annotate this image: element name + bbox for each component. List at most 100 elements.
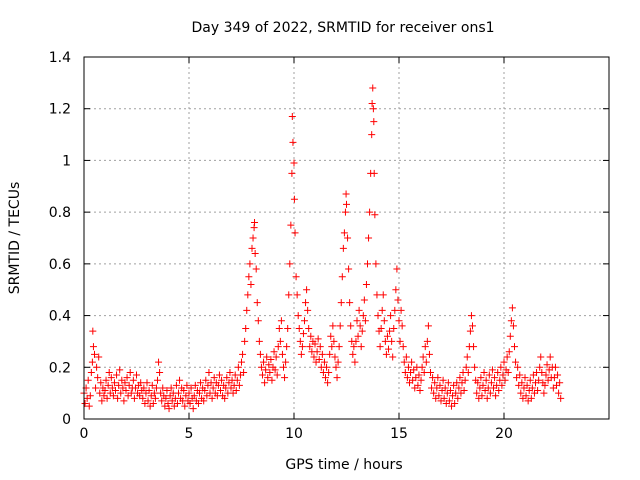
data-point-marker — [461, 376, 469, 384]
data-point-marker — [256, 350, 264, 358]
data-point-marker — [444, 379, 452, 387]
data-point-marker — [280, 363, 287, 371]
data-point-marker — [241, 337, 249, 345]
data-point-marker — [299, 330, 307, 338]
data-point-marker — [480, 368, 488, 376]
data-point-marker — [385, 345, 392, 353]
data-point-marker — [546, 353, 554, 361]
data-point-marker — [473, 389, 481, 397]
data-point-marker — [245, 273, 253, 281]
data-point-marker — [87, 368, 95, 376]
data-point-marker — [505, 348, 513, 356]
data-point-marker — [158, 397, 166, 405]
data-point-marker — [191, 381, 199, 389]
data-point-marker — [89, 327, 97, 335]
data-point-marker — [218, 376, 226, 384]
data-point-marker — [439, 376, 447, 384]
data-point-marker — [497, 363, 505, 371]
data-point-marker — [148, 381, 156, 389]
data-point-marker — [318, 350, 326, 358]
data-point-marker — [152, 384, 160, 392]
y-tick-label: 0.2 — [49, 360, 71, 376]
data-point-marker — [189, 405, 197, 413]
data-point-marker — [351, 358, 359, 366]
data-point-marker — [181, 402, 189, 410]
data-point-marker — [113, 371, 121, 379]
data-point-marker — [150, 389, 158, 397]
data-point-marker — [508, 304, 516, 312]
data-point-marker — [251, 250, 259, 258]
data-point-marker — [341, 208, 349, 216]
data-point-marker — [288, 169, 296, 177]
data-point-marker — [424, 322, 432, 330]
data-point-marker — [397, 306, 405, 314]
axis-ticks: 0 5 10 15 20 0 0.2 0.4 0.6 0.8 1 1.2 1.4 — [49, 50, 609, 442]
data-point-marker — [302, 299, 310, 307]
data-point-marker — [492, 392, 500, 400]
data-point-marker — [155, 358, 163, 366]
data-point-marker — [387, 312, 395, 320]
data-point-marker — [356, 322, 364, 330]
data-point-marker — [396, 337, 404, 345]
data-point-marker — [208, 394, 216, 402]
data-point-marker — [235, 381, 243, 389]
data-point-marker — [140, 384, 148, 392]
data-point-marker — [190, 392, 198, 400]
data-point-marker — [340, 229, 348, 237]
data-point-marker — [339, 244, 347, 252]
data-point-marker — [201, 387, 209, 395]
data-point-marker — [526, 376, 534, 384]
data-point-marker — [167, 384, 175, 392]
data-point-marker — [446, 387, 454, 395]
data-point-marker — [144, 397, 152, 405]
data-point-marker — [162, 394, 170, 402]
data-point-marker — [240, 368, 248, 376]
y-axis-label: SRMTID / TECUs — [7, 182, 23, 295]
data-point-marker — [285, 291, 293, 299]
data-point-marker — [159, 384, 167, 392]
data-point-marker — [501, 376, 509, 384]
data-point-marker — [462, 363, 470, 371]
data-point-marker — [358, 327, 366, 335]
data-point-marker — [399, 343, 407, 351]
data-point-marker — [156, 368, 164, 376]
x-tick-label: 0 — [80, 426, 89, 442]
data-point-marker — [95, 353, 103, 361]
data-point-marker — [383, 332, 391, 340]
data-point-marker — [528, 384, 536, 392]
data-point-marker — [478, 392, 486, 400]
data-point-marker — [500, 358, 508, 366]
data-point-marker — [390, 325, 398, 332]
data-point-marker — [456, 374, 464, 382]
data-point-marker — [518, 379, 526, 387]
data-point-marker — [435, 392, 443, 400]
data-point-marker — [247, 281, 255, 289]
data-point-marker — [149, 399, 157, 407]
data-point-marker — [127, 389, 135, 397]
data-point-marker — [287, 221, 295, 229]
data-point-marker — [202, 376, 210, 384]
data-point-marker — [479, 381, 487, 389]
data-point-marker — [268, 376, 276, 384]
data-point-marker — [277, 317, 285, 325]
data-point-marker — [371, 211, 379, 219]
data-point-marker — [372, 260, 380, 268]
data-point-marker — [314, 335, 322, 343]
data-point-marker — [139, 394, 147, 402]
data-point-marker — [103, 394, 111, 402]
data-point-marker — [272, 353, 280, 361]
data-point-marker — [97, 379, 105, 387]
data-point-marker — [471, 363, 479, 371]
y-tick-label: 1.4 — [49, 50, 71, 66]
data-point-marker — [278, 350, 286, 358]
data-point-marker — [262, 366, 270, 374]
data-point-marker — [320, 358, 328, 366]
data-point-marker — [440, 394, 448, 402]
data-point-marker — [297, 350, 305, 358]
data-point-marker — [345, 265, 353, 273]
data-point-marker — [350, 343, 358, 351]
data-point-marker — [243, 306, 251, 314]
data-point-marker — [498, 381, 506, 389]
data-point-marker — [290, 159, 298, 167]
